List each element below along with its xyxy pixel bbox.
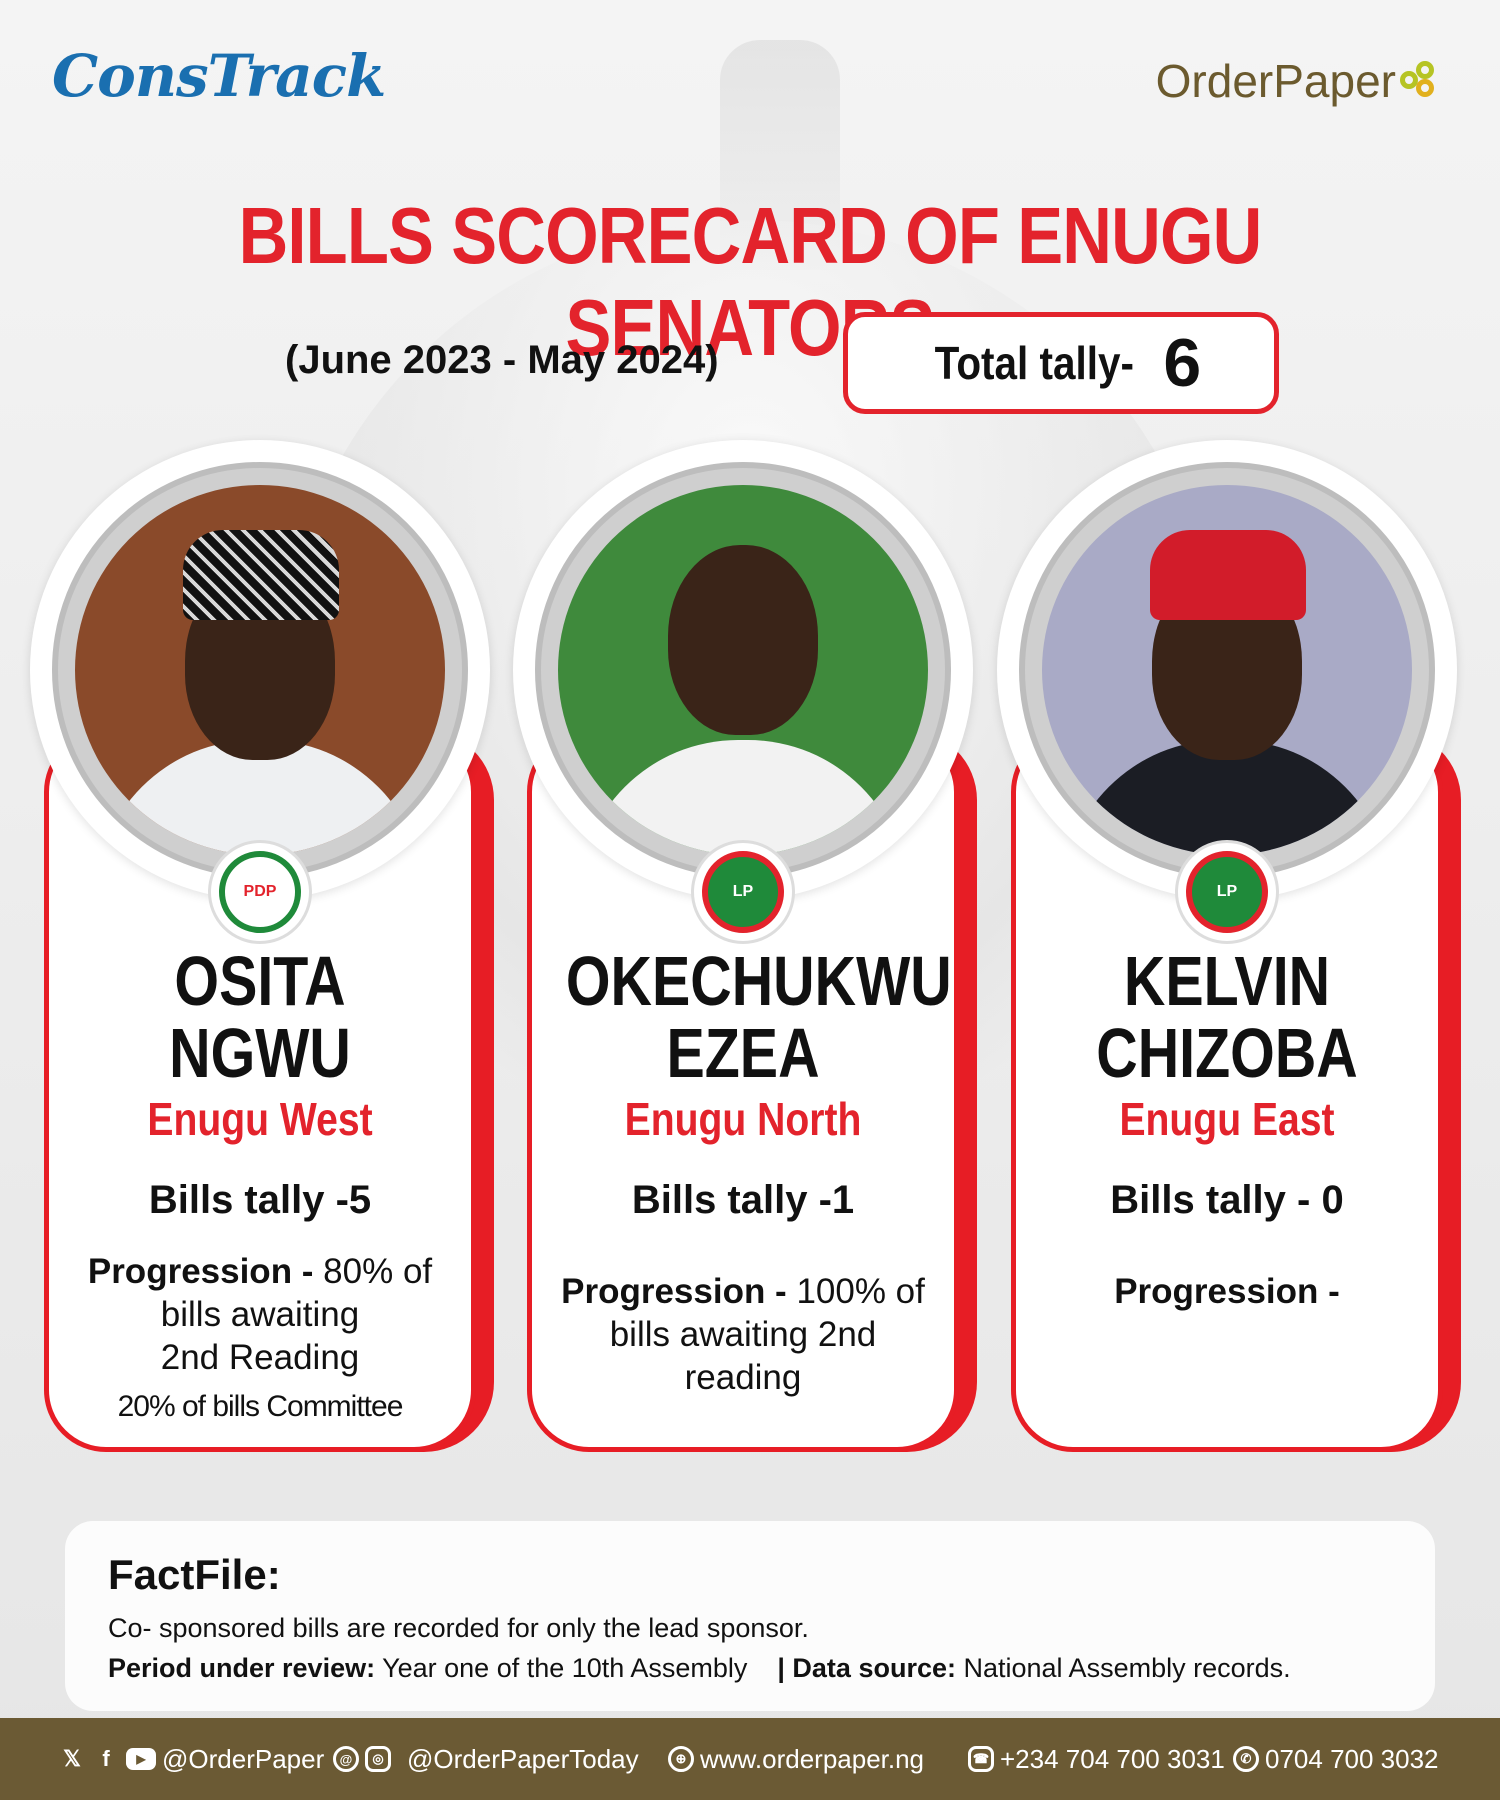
bills-tally: Bills tally -1 (631, 1178, 855, 1222)
pdp-party-logo: PDP (208, 840, 312, 944)
x-icon: 𝕏 (63, 1746, 81, 1771)
senator-photo (1042, 485, 1412, 855)
senator-name: OKECHUKWU EZEA (565, 942, 952, 1092)
photo-frame (997, 440, 1457, 900)
bills-tally: Bills tally - 0 (1110, 1178, 1344, 1222)
senator-district: Enugu North (624, 1093, 862, 1145)
footer-bar: 𝕏 f ▶ @OrderPaper @ ◎ @OrderPaperToday ⊕… (0, 1718, 1500, 1800)
labour-party-logo: LP (1175, 840, 1279, 944)
senator-card-okechukwu-ezea: LP OKECHUKWU EZEA Enugu North Bills tall… (513, 440, 983, 1470)
orderpaper-logo: OrderPaper (1156, 54, 1440, 108)
instagram-icon: ◎ (365, 1746, 391, 1772)
factfile-panel: FactFile: Co- sponsored bills are record… (65, 1521, 1435, 1711)
footer-social-orderpaper[interactable]: 𝕏 f ▶ @OrderPaper (58, 1744, 324, 1775)
progression: Progression - 80% of bills awaiting 2nd … (87, 1252, 433, 1377)
footer-whatsapp[interactable]: ✆ 0704 700 3032 (1233, 1744, 1439, 1775)
committee-note: 20% of bills Committee (117, 1390, 404, 1423)
senator-name: KELVIN CHIZOBA (1096, 942, 1358, 1092)
footer-social-orderpapertoday[interactable]: @ ◎ @OrderPaperToday (333, 1744, 639, 1775)
footer-website[interactable]: ⊕ www.orderpaper.ng (668, 1744, 924, 1775)
constrack-logo-text: ConsTrack (52, 42, 386, 110)
phone-icon: ☎ (968, 1746, 994, 1772)
senator-name: OSITA NGWU (169, 942, 351, 1092)
orderpaper-knot-icon (1400, 61, 1440, 101)
photo-frame (513, 440, 973, 900)
orderpaper-logo-text: OrderPaper (1155, 55, 1396, 107)
factfile-line: Co- sponsored bills are recorded for onl… (108, 1613, 809, 1643)
factfile-heading: FactFile: (108, 1551, 281, 1598)
threads-icon: @ (333, 1746, 359, 1772)
total-tally-label: Total tally- (934, 337, 1134, 389)
facebook-icon: f (102, 1746, 110, 1771)
progression: Progression - (1114, 1272, 1340, 1311)
senator-district: Enugu West (147, 1093, 373, 1145)
footer-phone[interactable]: ☎ +234 704 700 3031 (968, 1744, 1225, 1775)
progression: Progression - 100% of bills awaiting 2nd… (561, 1272, 925, 1397)
period-label: (June 2023 - May 2024) (285, 338, 719, 382)
total-tally-box: Total tally- 6 (843, 312, 1279, 414)
senator-photo (558, 485, 928, 855)
factfile-sources: Period under review: Year one of the 10t… (108, 1653, 1291, 1683)
total-tally-value: 6 (1163, 325, 1202, 401)
labour-party-logo: LP (691, 840, 795, 944)
page-title: BILLS SCORECARD OF ENUGU SENATORS (238, 191, 1263, 372)
globe-icon: ⊕ (668, 1746, 694, 1772)
youtube-icon: ▶ (126, 1748, 156, 1770)
bills-tally: Bills tally -5 (148, 1178, 372, 1222)
senator-photo (75, 485, 445, 855)
photo-frame (30, 440, 490, 900)
whatsapp-icon: ✆ (1233, 1746, 1259, 1772)
constrack-logo: ConsTrack (52, 42, 386, 110)
senator-district: Enugu East (1119, 1093, 1335, 1145)
senator-card-kelvin-chizoba: LP KELVIN CHIZOBA Enugu East Bills tally… (997, 440, 1467, 1470)
senator-card-osita-ngwu: PDP OSITA NGWU Enugu West Bills tally -5… (30, 440, 500, 1470)
